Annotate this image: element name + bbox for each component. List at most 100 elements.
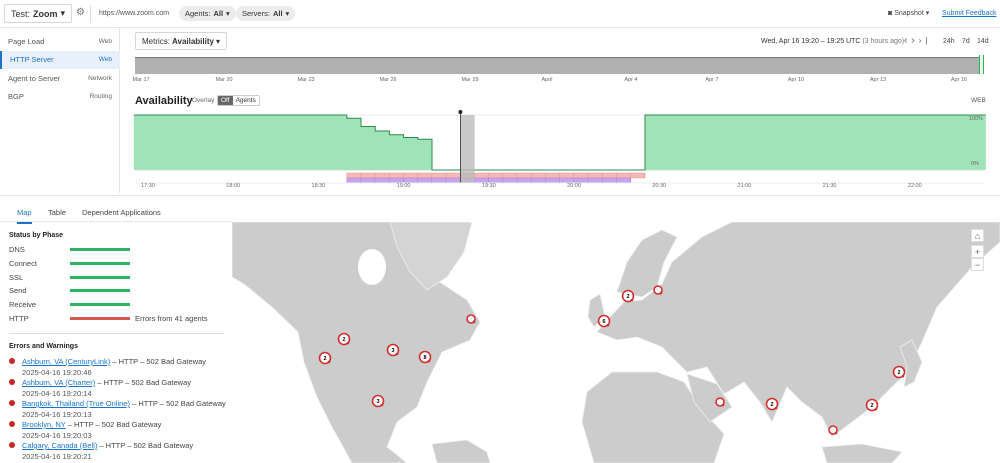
next-icon[interactable]: › xyxy=(911,35,919,46)
agents-filter[interactable]: Agents: All ▾ xyxy=(179,6,236,21)
phase-name: HTTP xyxy=(9,314,29,323)
tab-dependent-applications[interactable]: Dependent Applications xyxy=(82,208,161,217)
nav-item[interactable]: Page Load Web xyxy=(0,32,120,50)
overview-selection[interactable] xyxy=(979,55,984,74)
latest-icon[interactable]: ›| xyxy=(918,36,932,45)
test-url: https://www.zoom.com xyxy=(99,10,170,17)
nav-item[interactable]: BGP Routing xyxy=(0,88,120,106)
error-message: – HTTP – 502 Bad Gateway xyxy=(99,441,194,450)
cursor-handle xyxy=(458,110,463,114)
arabia xyxy=(686,373,733,423)
nav-item[interactable]: Agent to Server Network xyxy=(0,69,120,87)
agent-marker[interactable]: 2 xyxy=(621,289,635,303)
phase-name: Connect xyxy=(9,258,37,268)
overview-tick: Mar 26 xyxy=(379,77,397,83)
overview-timeline[interactable] xyxy=(135,57,984,74)
error-item: Ashburn, VA (Charter) – HTTP – 502 Bad G… xyxy=(9,377,191,399)
error-dot-icon xyxy=(9,379,15,385)
phase-status-bar xyxy=(70,289,130,293)
marker-count: 3 xyxy=(376,399,379,405)
prev-icon[interactable]: ‹ xyxy=(904,35,912,46)
agent-link[interactable]: Ashburn, VA (CenturyLink) xyxy=(22,357,111,366)
tab-table[interactable]: Table xyxy=(48,208,66,217)
overview-tick: Apr 7 xyxy=(705,77,719,83)
hudson-bay xyxy=(358,249,386,285)
x-tick: 18:30 xyxy=(311,183,326,189)
time-nav: ‹››| xyxy=(904,35,931,46)
agent-marker[interactable] xyxy=(715,397,725,407)
snapshot-button[interactable]: ◙ Snapshot ▾ xyxy=(888,10,930,17)
span-24h[interactable]: 24h xyxy=(943,38,955,45)
overlay-agents[interactable]: Agents xyxy=(235,97,256,104)
overview-tick: Apr 4 xyxy=(624,77,638,83)
agent-marker[interactable]: 3 xyxy=(371,394,385,408)
phase-name: SSL xyxy=(9,272,24,282)
home-icon[interactable]: ⌂ xyxy=(971,229,984,242)
overview-tick: Mar 29 xyxy=(461,77,479,83)
agent-marker[interactable]: 2 xyxy=(892,365,906,379)
error-timestamp: 2025-04-16 19:20:03 xyxy=(22,431,92,440)
zoom-out-button[interactable]: − xyxy=(971,258,984,271)
overview-tick: Mar 20 xyxy=(215,77,233,83)
metrics-selector[interactable]: Metrics: Availability ▾ xyxy=(135,32,227,50)
agent-link[interactable]: Bangkok, Thailand (True Online) xyxy=(22,399,130,408)
overview-tick: Mar 17 xyxy=(132,77,150,83)
scandinavia xyxy=(616,229,678,298)
error-item: Bangkok, Thailand (True Online) – HTTP –… xyxy=(9,398,226,420)
phase-status-bar xyxy=(70,303,130,307)
phase-name: DNS xyxy=(9,245,25,254)
status-title: Status by Phase xyxy=(9,232,64,239)
agent-marker[interactable] xyxy=(653,285,663,295)
top-bar: Test: Zoom ▾ ⚙ https://www.zoom.com Agents… xyxy=(0,0,1000,28)
submit-feedback-link[interactable]: Submit Feedback xyxy=(942,10,997,17)
availability-chart[interactable] xyxy=(0,0,1000,200)
error-message: – HTTP – 502 Bad Gateway xyxy=(132,399,226,408)
error-dot-icon xyxy=(9,400,15,406)
agent-marker[interactable]: 2 xyxy=(865,398,879,412)
test-selector[interactable]: Test: Zoom ▾ xyxy=(4,4,72,23)
phase-note: Errors from 41 agents xyxy=(135,314,208,323)
marker-count: 2 xyxy=(342,337,345,343)
overview-tick: Apr 10 xyxy=(787,77,805,83)
zoom-in-button[interactable]: + xyxy=(971,245,984,258)
nav-label: HTTP Server xyxy=(10,55,54,64)
marker-count: 2 xyxy=(770,402,773,408)
agent-marker[interactable] xyxy=(466,314,476,324)
x-tick: 19:30 xyxy=(481,183,496,189)
servers-filter[interactable]: Servers: All ▾ xyxy=(236,6,296,21)
test-type-nav: Page Load Web HTTP Server Web Agent to Serve… xyxy=(0,28,120,193)
agent-marker[interactable]: 8 xyxy=(418,350,432,364)
nav-label: Page Load xyxy=(8,36,45,46)
span-7d[interactable]: 7d xyxy=(962,38,970,45)
error-message: – HTTP – 502 Bad Gateway xyxy=(67,420,162,429)
nav-type: Web xyxy=(98,37,112,45)
span-14d[interactable]: 14d xyxy=(977,38,989,45)
overview-tick: April xyxy=(541,77,553,83)
agent-link[interactable]: Brooklyn, NY xyxy=(22,420,66,429)
error-item: Ashburn, VA (CenturyLink) – HTTP – 502 B… xyxy=(9,356,206,378)
settings-icon[interactable]: ⚙ xyxy=(76,7,85,18)
agent-link[interactable]: Ashburn, VA (Charter) xyxy=(22,378,96,387)
phase-status-bar xyxy=(70,248,130,251)
tab-map[interactable]: Map xyxy=(17,208,32,224)
overlay-off[interactable]: Off xyxy=(218,96,233,105)
error-dot-icon xyxy=(9,442,15,448)
world-map[interactable]: 2 2 3 8 3 2 6 2 2 2 xyxy=(232,222,1000,463)
x-tick: 20:30 xyxy=(652,183,667,189)
web-badge: WEB xyxy=(971,97,986,104)
error-message: – HTTP – 502 Bad Gateway xyxy=(112,357,207,366)
agent-marker[interactable]: 3 xyxy=(386,343,400,357)
agent-marker[interactable] xyxy=(828,425,838,435)
overview-tick: Mar 23 xyxy=(297,77,315,83)
view-tabs: Map Table Dependent Applications xyxy=(0,200,232,224)
north-america xyxy=(232,222,481,463)
nav-item[interactable]: HTTP Server Web xyxy=(0,50,120,69)
divider xyxy=(9,333,224,334)
agent-marker[interactable]: 2 xyxy=(337,332,351,346)
error-timestamp: 2025-04-16 19:20:14 xyxy=(22,389,92,398)
agent-link[interactable]: Calgary, Canada (Bell) xyxy=(22,441,98,450)
agent-marker[interactable]: 2 xyxy=(318,351,332,365)
agent-marker[interactable]: 6 xyxy=(597,314,611,328)
agent-marker[interactable]: 2 xyxy=(765,397,779,411)
caret-down-icon: ▾ xyxy=(60,8,66,18)
